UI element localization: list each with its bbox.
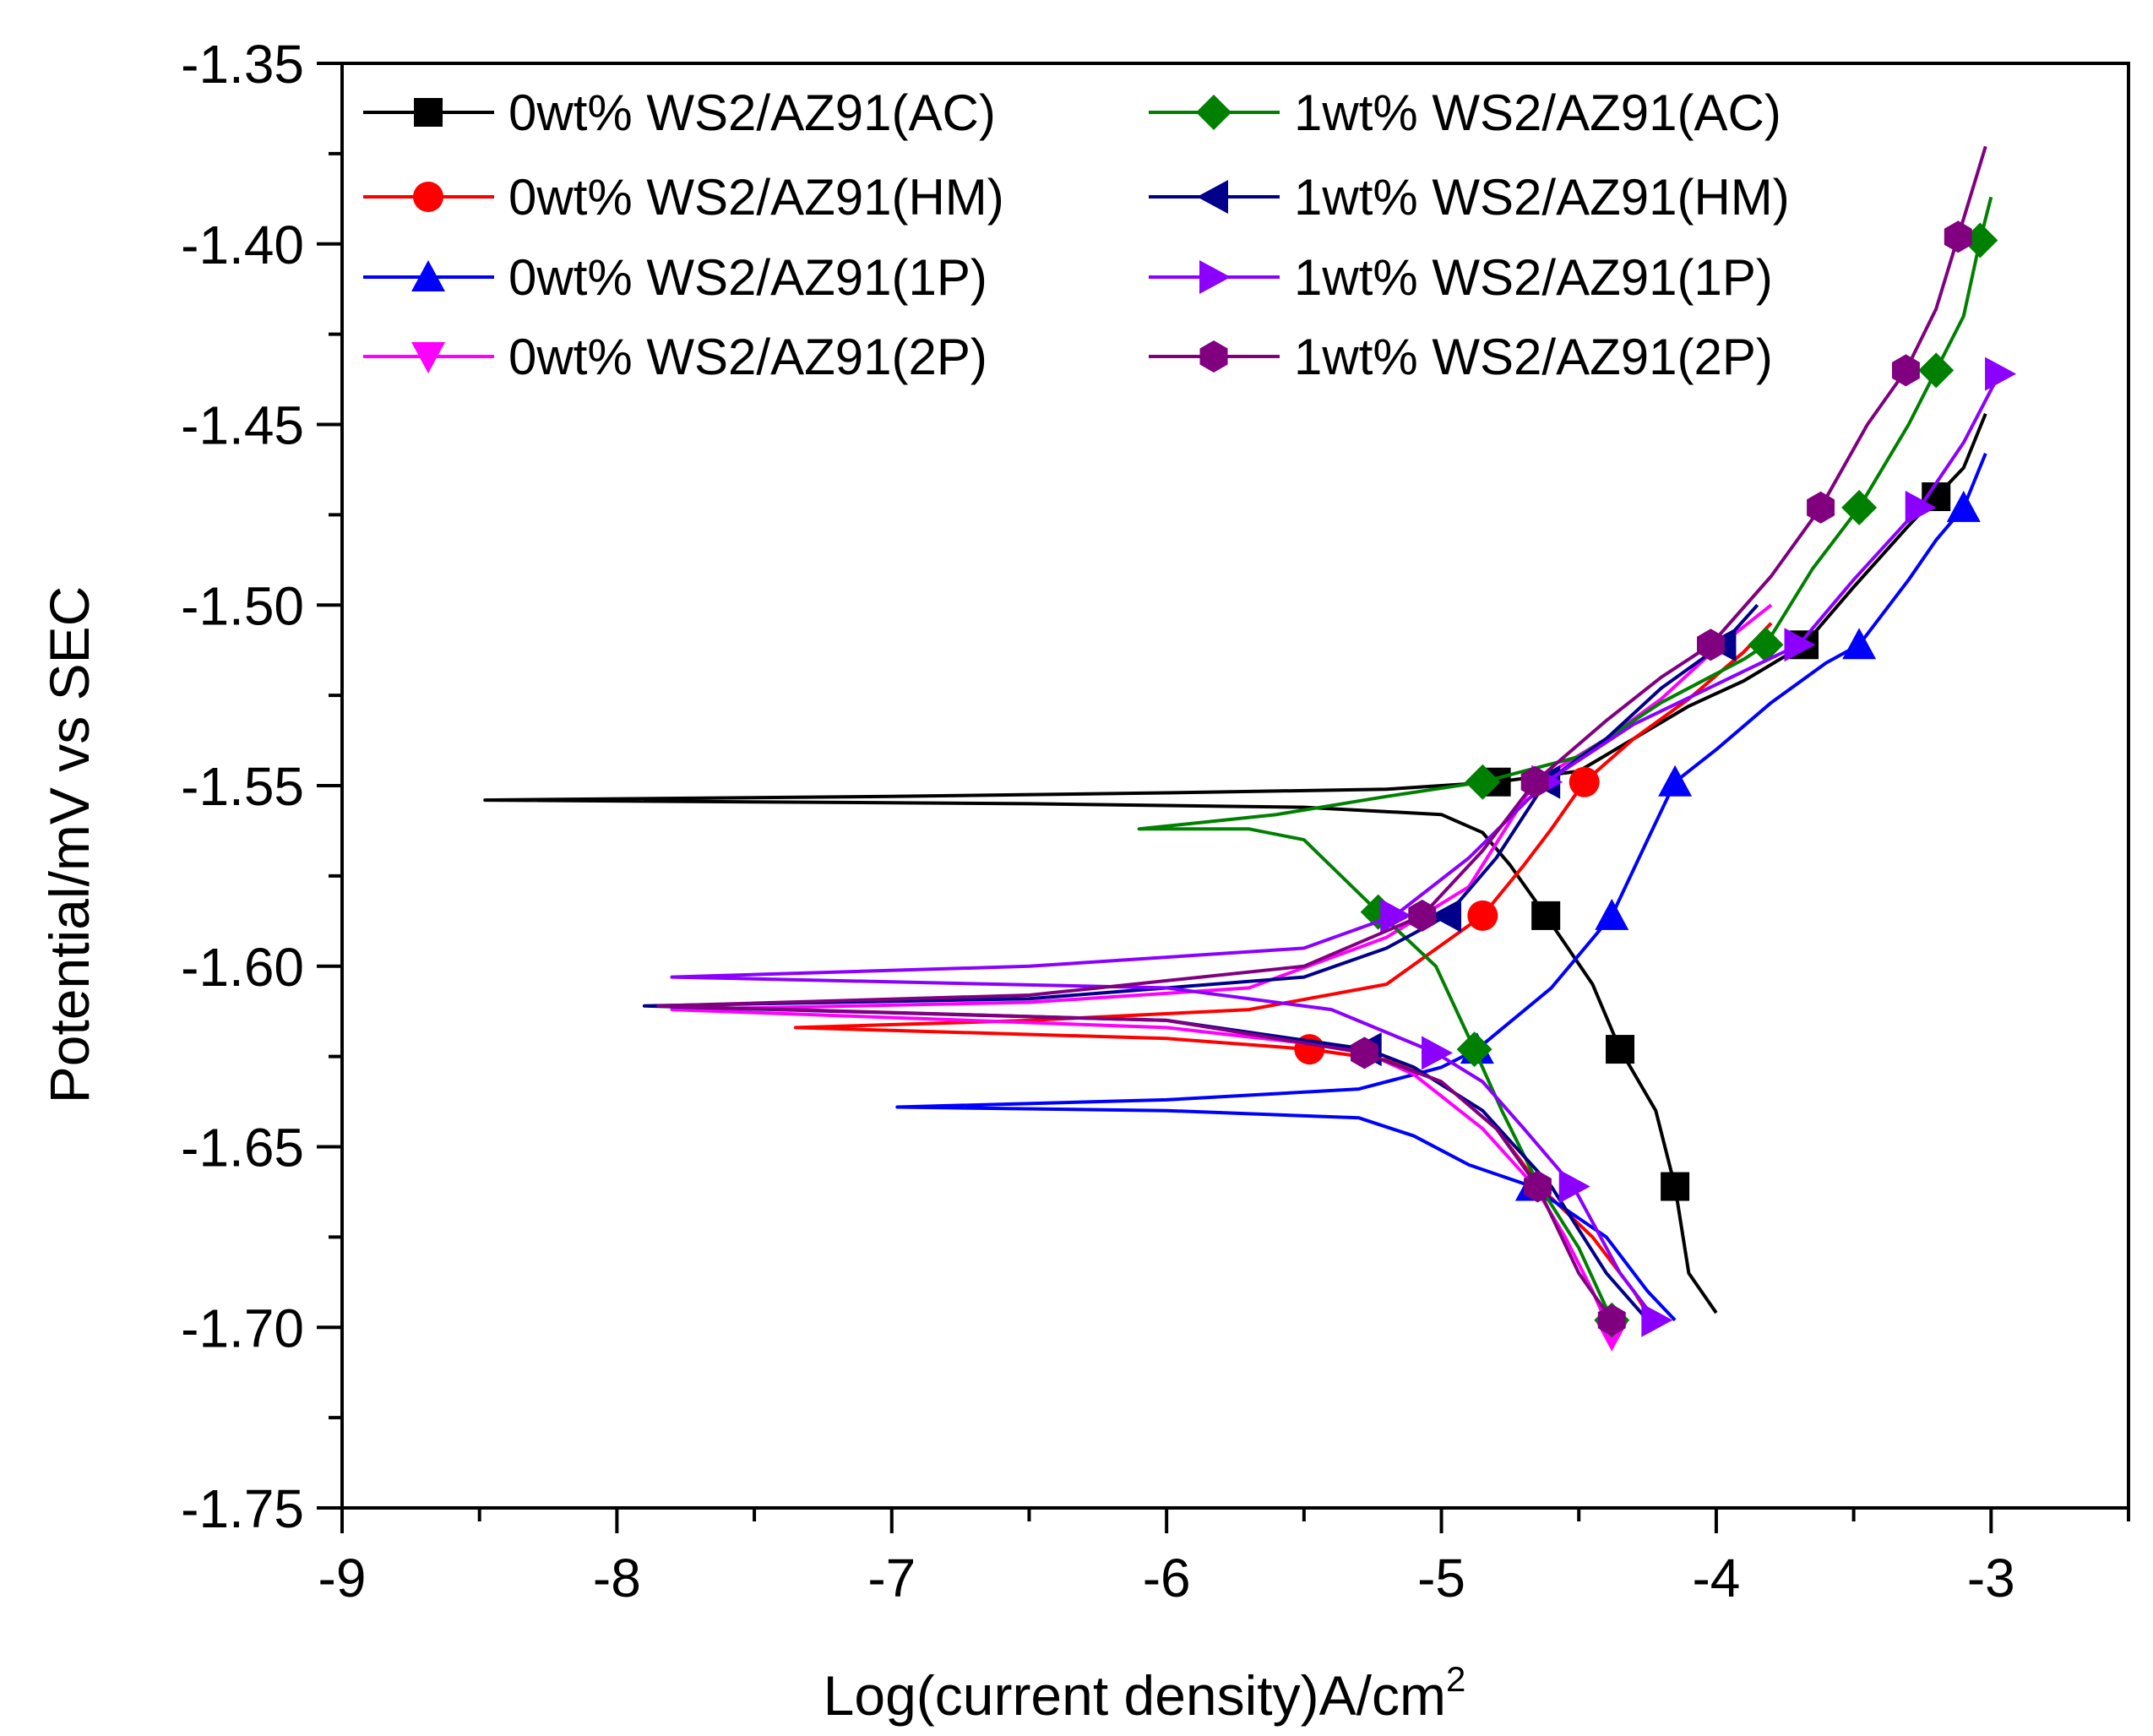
data-point-marker [1658, 765, 1693, 797]
y-tick-label: -1.50 [181, 575, 304, 636]
series-line [895, 452, 1987, 1322]
data-point-marker [1380, 898, 1412, 933]
data-point-marker [1985, 356, 2017, 391]
legend-entry: 0wt% WS2/AZ91(2P) [363, 329, 987, 385]
x-axis-title-superscript: 2 [1446, 1659, 1465, 1699]
data-point-marker [1892, 354, 1920, 387]
data-point-marker [1784, 628, 1816, 662]
data-point-marker [1351, 1037, 1378, 1069]
legend-entry: 1wt% WS2/AZ91(2P) [1149, 329, 1773, 385]
series-line [670, 603, 1773, 1336]
x-tick-label: -6 [1143, 1548, 1191, 1608]
x-tick-label: -8 [593, 1548, 641, 1608]
data-point-marker [1597, 1303, 1626, 1336]
legend-entry: 0wt% WS2/AZ91(HM) [363, 169, 1004, 226]
x-tick-label: -5 [1417, 1548, 1465, 1608]
legend-marker [411, 342, 445, 373]
series-line [642, 603, 1759, 1322]
series-6 [642, 603, 1759, 1322]
data-point-marker [1520, 765, 1549, 798]
legend-entry: 1wt% WS2/AZ91(HM) [1149, 169, 1790, 226]
data-point-marker [1944, 220, 1972, 253]
y-axis-title: Potential/mV vs SEC [38, 586, 101, 1104]
legend-marker [1196, 95, 1231, 130]
legend-marker [414, 98, 443, 127]
y-tick-label: -1.40 [181, 215, 304, 275]
series-5 [1137, 196, 1998, 1338]
legend-marker [1199, 340, 1228, 373]
data-point-marker [1918, 352, 1955, 389]
legend-entry: 1wt% WS2/AZ91(AC) [1149, 84, 1781, 141]
data-point-marker [1842, 628, 1877, 660]
data-point-marker [1467, 900, 1498, 931]
legend-marker [1199, 260, 1231, 294]
y-tick-label: -1.35 [181, 34, 304, 95]
legend-marker [1197, 180, 1228, 214]
data-point-marker [1558, 1169, 1590, 1204]
data-point-marker [1531, 901, 1561, 930]
series-line [656, 145, 1987, 1321]
data-point-marker [1465, 764, 1501, 800]
x-axis-title-main: Log(current density)A/cm [824, 1664, 1446, 1727]
data-point-marker [1641, 1303, 1673, 1337]
y-tick-label: -1.60 [181, 937, 304, 998]
y-tick-label: -1.55 [181, 756, 304, 817]
series-line [670, 373, 2001, 1321]
legend-label: 0wt% WS2/AZ91(AC) [508, 84, 996, 141]
legend-label: 1wt% WS2/AZ91(AC) [1294, 84, 1781, 141]
data-point-marker [1422, 1036, 1454, 1070]
legend-entry: 0wt% WS2/AZ91(AC) [363, 84, 996, 141]
y-tick-label: -1.70 [181, 1298, 304, 1358]
legend-label: 1wt% WS2/AZ91(HM) [1294, 169, 1790, 226]
data-point-marker [1430, 898, 1462, 933]
data-point-marker [1697, 629, 1725, 661]
legend-marker [411, 260, 445, 291]
series-3 [895, 452, 1987, 1322]
legend-label: 1wt% WS2/AZ91(1P) [1294, 249, 1773, 306]
y-tick-label: -1.65 [181, 1118, 304, 1178]
series-8 [656, 145, 1987, 1336]
data-point-marker [1661, 1172, 1690, 1201]
legend-label: 0wt% WS2/AZ91(2P) [508, 329, 987, 385]
data-point-marker [1456, 1031, 1492, 1068]
legend-label: 1wt% WS2/AZ91(2P) [1294, 329, 1773, 385]
data-point-marker [1748, 627, 1784, 663]
legend-entry: 0wt% WS2/AZ91(1P) [363, 249, 987, 306]
data-point-marker [1569, 766, 1600, 797]
legend-entry: 1wt% WS2/AZ91(1P) [1149, 249, 1773, 306]
x-tick-label: -3 [1967, 1548, 2015, 1608]
legend-label: 0wt% WS2/AZ91(HM) [508, 169, 1004, 226]
legend-label: 0wt% WS2/AZ91(1P) [508, 249, 987, 306]
data-point-marker [1841, 489, 1878, 525]
data-point-marker [1946, 490, 1981, 522]
data-point-marker [1524, 1170, 1552, 1203]
x-axis-title: Log(current density)A/cm2 [824, 1659, 1466, 1727]
series-7 [670, 356, 2017, 1337]
x-tick-label: -7 [867, 1548, 916, 1608]
data-point-marker [1905, 490, 1937, 525]
data-point-marker [1595, 898, 1629, 930]
y-tick-label: -1.45 [181, 395, 304, 456]
data-point-marker [1807, 491, 1835, 524]
series-line [483, 412, 1987, 1314]
x-tick-label: -9 [318, 1548, 367, 1608]
x-tick-label: -4 [1692, 1548, 1740, 1608]
y-tick-label: -1.75 [181, 1478, 304, 1539]
series-1 [483, 412, 1987, 1314]
data-point-marker [1408, 899, 1437, 932]
data-point-marker [1606, 1035, 1635, 1064]
legend-marker [413, 182, 443, 212]
